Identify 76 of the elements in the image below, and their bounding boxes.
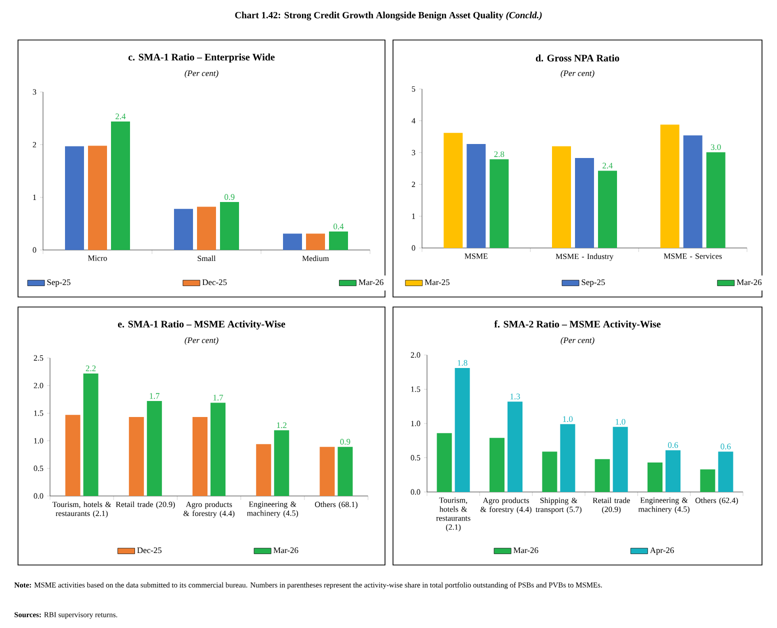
bar xyxy=(65,146,84,250)
bar xyxy=(306,234,326,250)
chart-title: e. SMA-1 Ratio – MSME Activity-Wise xyxy=(118,320,286,330)
bar xyxy=(256,444,272,496)
bar xyxy=(128,417,144,496)
bar xyxy=(320,446,335,496)
chart-subtitle: (Per cent) xyxy=(184,70,218,78)
bar xyxy=(88,146,108,250)
legend-label: Dec-25 xyxy=(137,547,162,554)
data-label: 1.8 xyxy=(458,360,468,366)
bar xyxy=(466,144,486,248)
chart-title: c. SMA-1 Ratio – Enterprise Wide xyxy=(128,53,275,63)
legend-label: Mar-26 xyxy=(736,279,762,286)
bar xyxy=(666,450,681,492)
bar xyxy=(283,234,302,250)
data-label: 2.4 xyxy=(602,162,613,169)
chart-subtitle: (Per cent) xyxy=(560,70,594,78)
caption: Chart 1.42: Strong Credit Growth Alongside Benign Asset Quality (Concld.) xyxy=(235,12,542,20)
bar xyxy=(329,232,348,250)
bar xyxy=(660,124,680,248)
bar xyxy=(542,452,558,492)
chart-subtitle: (Per cent) xyxy=(560,337,594,345)
data-label: 2.2 xyxy=(86,366,96,372)
bar xyxy=(718,452,734,492)
data-label: 1.0 xyxy=(616,418,626,425)
bar xyxy=(174,208,194,250)
data-label: 0.6 xyxy=(720,444,731,450)
bar xyxy=(454,368,470,492)
legend-label: Mar-26 xyxy=(358,279,384,286)
bar xyxy=(594,459,610,492)
data-label: 0.6 xyxy=(668,442,678,448)
data-label: 1.7 xyxy=(150,393,160,399)
bar xyxy=(552,146,572,248)
chart-subtitle: (Per cent) xyxy=(184,337,218,345)
bar xyxy=(508,402,523,492)
bar xyxy=(197,206,216,250)
data-label: 1.3 xyxy=(510,394,520,400)
legend-label: Apr-26 xyxy=(650,547,674,555)
bar xyxy=(706,152,726,248)
bar xyxy=(146,401,162,496)
legend-label: Sep-25 xyxy=(582,279,605,287)
data-label: 0.9 xyxy=(224,194,234,200)
bar xyxy=(436,433,452,492)
legend-label: Mar-26 xyxy=(514,547,538,554)
bar xyxy=(210,402,226,496)
data-label: 1.7 xyxy=(213,394,224,401)
bar xyxy=(192,417,208,496)
bar xyxy=(560,424,576,492)
chart-title: f. SMA-2 Ratio – MSME Activity-Wise xyxy=(494,320,661,330)
bar xyxy=(598,170,618,248)
bar xyxy=(575,158,594,248)
legend-label: Mar-25 xyxy=(424,279,450,286)
bar xyxy=(83,373,98,496)
bar xyxy=(700,469,716,492)
bar xyxy=(220,202,240,250)
data-label: 0.9 xyxy=(340,438,350,445)
bar xyxy=(111,121,130,250)
bar xyxy=(683,135,702,248)
legend-label: Dec-25 xyxy=(202,279,227,286)
bar xyxy=(612,426,628,492)
bar xyxy=(490,438,505,492)
chart-title: d. Gross NPA Ratio xyxy=(536,54,620,62)
data-label: 2.4 xyxy=(116,114,126,120)
legend-label: Mar-26 xyxy=(274,547,298,554)
bar xyxy=(648,462,663,492)
bar xyxy=(274,430,290,496)
legend-label: Sep-25 xyxy=(47,279,70,287)
bar xyxy=(444,132,463,248)
bar xyxy=(65,414,80,496)
bar xyxy=(490,159,509,248)
data-label: 1.0 xyxy=(563,416,573,422)
data-label: 0.4 xyxy=(334,224,344,230)
bar xyxy=(338,446,353,496)
data-label: 2.8 xyxy=(494,151,504,158)
data-label: 1.2 xyxy=(277,422,286,428)
data-label: 3.0 xyxy=(710,144,721,150)
